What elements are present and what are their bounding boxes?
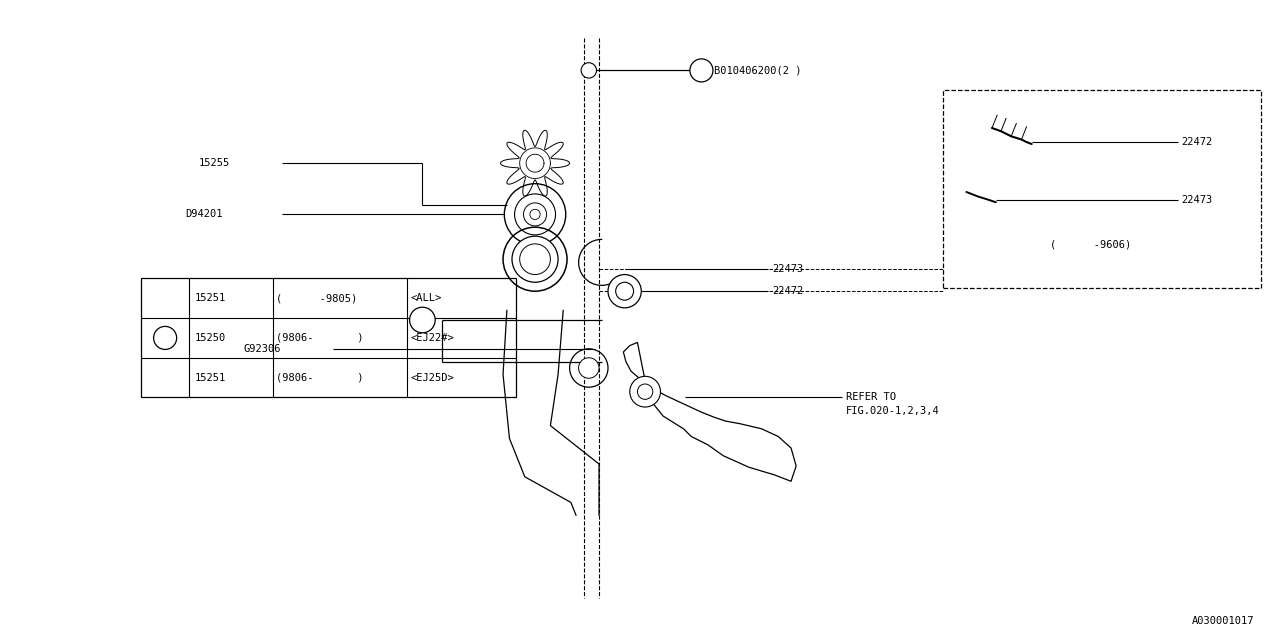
Text: (      -9606): ( -9606) xyxy=(1050,239,1130,250)
Text: B: B xyxy=(699,66,704,75)
Text: 22473: 22473 xyxy=(772,264,803,274)
Bar xyxy=(943,90,1261,288)
Text: <EJ22#>: <EJ22#> xyxy=(411,333,454,343)
Polygon shape xyxy=(500,131,570,196)
Text: REFER TO: REFER TO xyxy=(846,392,896,402)
Text: 15251: 15251 xyxy=(195,372,225,383)
Text: 15250: 15250 xyxy=(195,333,225,343)
Text: (      -9805): ( -9805) xyxy=(276,293,357,303)
Text: (9806-       ): (9806- ) xyxy=(276,333,364,343)
Text: FIG.020-1,2,3,4: FIG.020-1,2,3,4 xyxy=(846,406,940,416)
Text: 22472: 22472 xyxy=(772,286,803,296)
Text: B010406200(2 ): B010406200(2 ) xyxy=(714,65,801,76)
Text: <ALL>: <ALL> xyxy=(411,293,442,303)
Text: 15255: 15255 xyxy=(198,158,229,168)
Text: D94201: D94201 xyxy=(186,209,223,220)
Ellipse shape xyxy=(512,236,558,282)
Text: 22473: 22473 xyxy=(1181,195,1212,205)
Text: 15251: 15251 xyxy=(195,293,225,303)
Ellipse shape xyxy=(630,376,660,407)
Text: 1: 1 xyxy=(420,316,425,324)
Text: G92306: G92306 xyxy=(243,344,280,354)
Ellipse shape xyxy=(616,282,634,300)
Ellipse shape xyxy=(410,307,435,333)
Ellipse shape xyxy=(579,358,599,378)
Text: A030001017: A030001017 xyxy=(1192,616,1254,626)
Text: <EJ25D>: <EJ25D> xyxy=(411,372,454,383)
Ellipse shape xyxy=(154,326,177,349)
Text: 1: 1 xyxy=(163,333,168,342)
Text: (9806-       ): (9806- ) xyxy=(276,372,364,383)
Ellipse shape xyxy=(690,59,713,82)
Ellipse shape xyxy=(637,384,653,399)
Ellipse shape xyxy=(581,63,596,78)
Ellipse shape xyxy=(608,275,641,308)
Text: 22472: 22472 xyxy=(1181,137,1212,147)
Bar xyxy=(141,278,516,397)
